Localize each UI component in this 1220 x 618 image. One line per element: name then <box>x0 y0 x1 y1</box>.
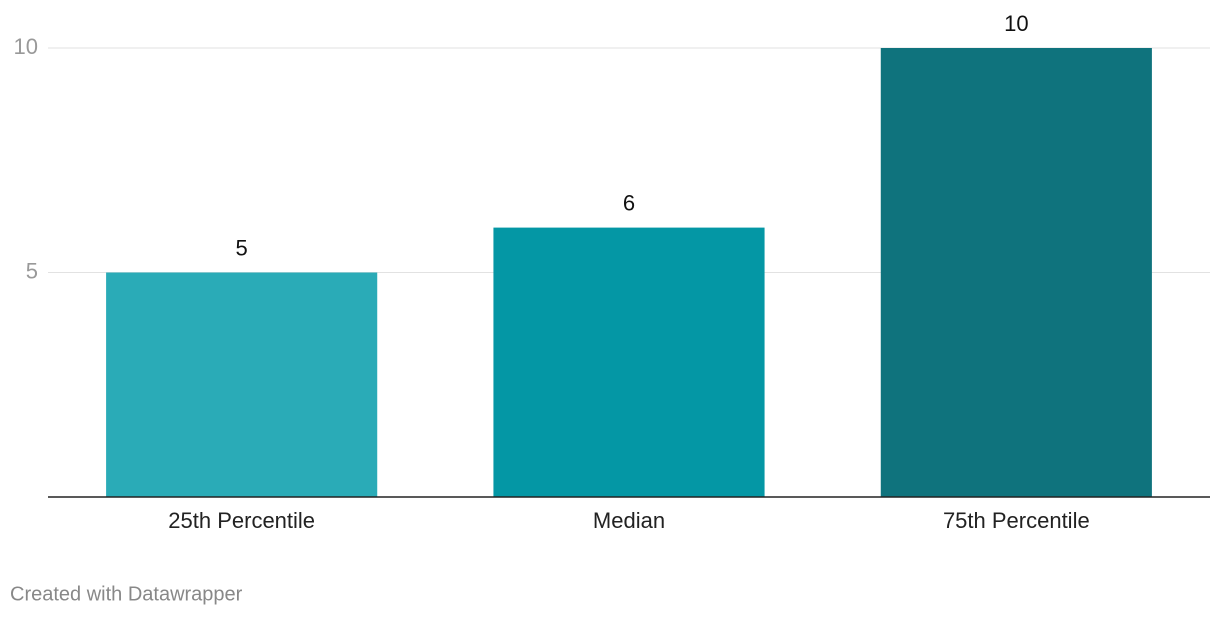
y-tick-label: 5 <box>26 258 38 283</box>
bar <box>106 272 378 497</box>
x-tick-label: Median <box>593 508 665 533</box>
bar <box>880 48 1152 497</box>
x-tick-label: 25th Percentile <box>168 508 315 533</box>
bar <box>493 227 765 497</box>
footer: Created with Datawrapper <box>10 583 243 605</box>
y-tick-label: 10 <box>14 34 38 59</box>
value-label: 10 <box>1004 11 1028 36</box>
value-label: 6 <box>623 190 635 215</box>
value-label: 5 <box>236 235 248 260</box>
x-tick-label: 75th Percentile <box>943 508 1090 533</box>
